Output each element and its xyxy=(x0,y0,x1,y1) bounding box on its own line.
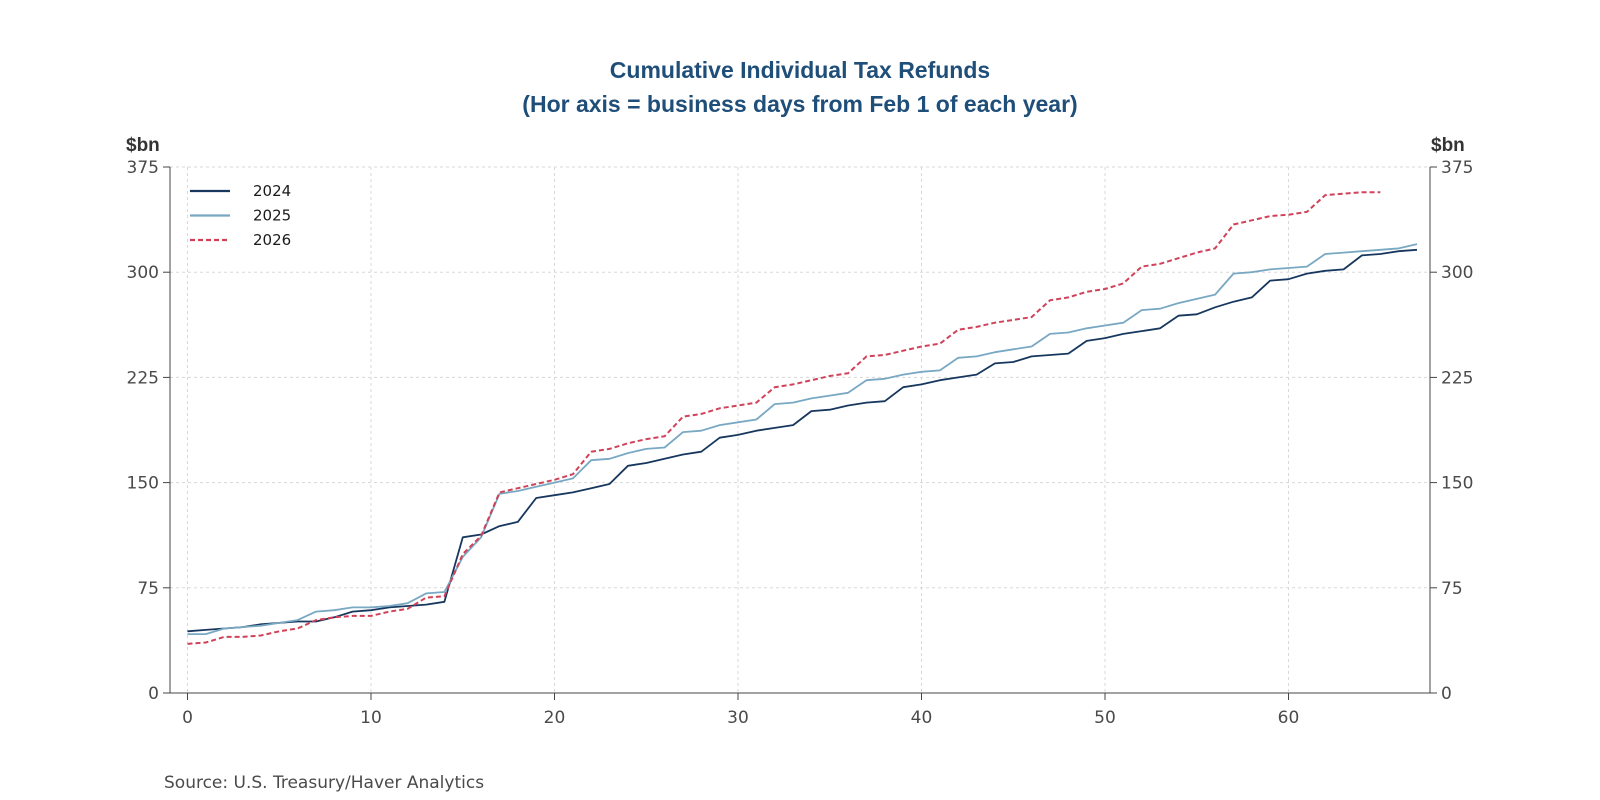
right-y-tick-label: 75 xyxy=(1441,579,1463,599)
data-series xyxy=(187,191,1418,645)
x-tick-label: 10 xyxy=(360,708,382,728)
left-y-tick-label: 375 xyxy=(127,158,159,178)
left-y-tick-label: 225 xyxy=(127,368,159,388)
x-tick-label: 20 xyxy=(544,708,566,728)
legend-label-2024: 2024 xyxy=(253,182,291,200)
series-line-2024 xyxy=(187,248,1418,633)
left-y-tick-label: 150 xyxy=(127,474,159,494)
x-tick-label: 30 xyxy=(727,708,749,728)
right-y-tick-label: 300 xyxy=(1441,263,1473,283)
x-tick-label: 0 xyxy=(182,708,193,728)
left-axis-unit: $bn xyxy=(126,135,160,156)
x-tick-label: 40 xyxy=(911,708,933,728)
right-y-tick-label: 375 xyxy=(1441,158,1473,178)
right-y-tick-label: 225 xyxy=(1441,368,1473,388)
x-tick-label: 50 xyxy=(1094,708,1116,728)
right-y-tick-label: 150 xyxy=(1441,474,1473,494)
series-line-2026 xyxy=(187,191,1381,645)
series-line-2025 xyxy=(187,243,1418,635)
chart-subtitle: (Hor axis = business days from Feb 1 of … xyxy=(522,91,1077,117)
left-y-tick-label: 0 xyxy=(148,684,159,704)
gridlines xyxy=(170,166,1430,693)
right-axis-unit: $bn xyxy=(1431,135,1465,156)
legend-label-2025: 2025 xyxy=(253,207,291,225)
left-y-tick-label: 75 xyxy=(137,579,159,599)
legend: 2024 2025 2026 xyxy=(190,182,291,249)
legend-label-2026: 2026 xyxy=(253,231,291,249)
source-note: Source: U.S. Treasury/Haver Analytics xyxy=(164,773,484,793)
axes: 0 0 75 75 150 150 225 225 300 300 375 375 0 10 20 30 40 5… xyxy=(127,158,1474,728)
right-y-tick-label: 0 xyxy=(1441,684,1452,704)
x-tick-label: 60 xyxy=(1278,708,1300,728)
chart-title: Cumulative Individual Tax Refunds xyxy=(610,57,990,83)
left-y-tick-label: 300 xyxy=(127,263,159,283)
